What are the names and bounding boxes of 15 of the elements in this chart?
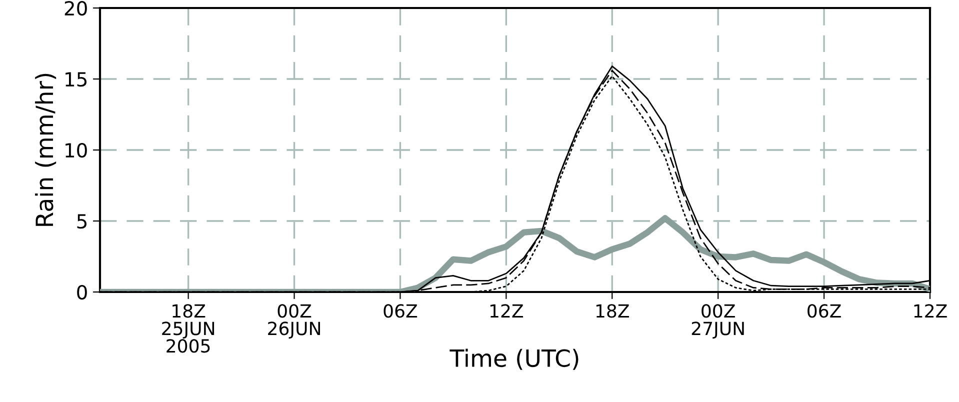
y-tick-label: 15 [66,72,86,87]
x-tick-label: 06Z [384,304,418,318]
x-tick-label: 00Z 26JUN [268,304,320,339]
y-tick-label: 10 [66,142,87,158]
x-axis-title: Time (UTC) [450,348,578,370]
x-tick-label: 18Z 25JUN 2005 [162,304,214,353]
x-tick-label: 06Z [808,304,841,318]
y-axis-title: Rain (mm/hr) [35,74,56,226]
y-tick-label: 5 [77,214,86,229]
x-tick-label: 18Z [596,304,629,318]
x-tick-label: 00Z 27JUN [692,304,744,339]
y-tick-label: 0 [77,284,87,300]
x-tick-label: 12Z [914,304,947,318]
x-tick-label: 12Z [490,304,524,318]
y-tick-label: 20 [64,0,87,16]
